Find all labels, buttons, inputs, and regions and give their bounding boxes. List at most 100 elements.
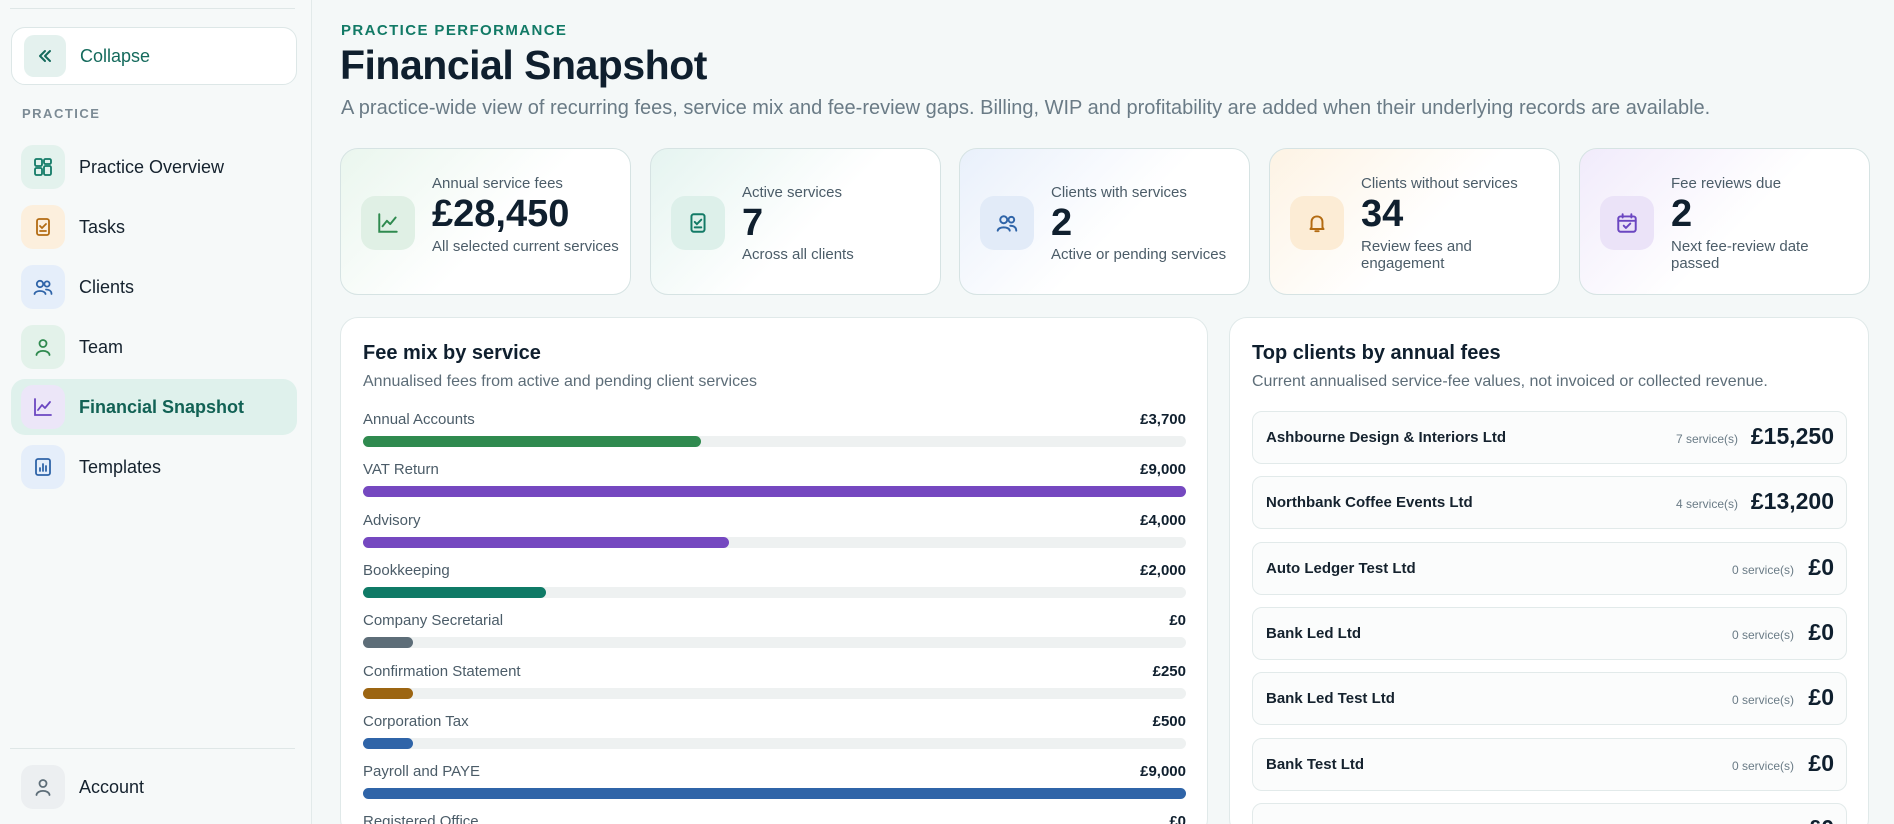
sidebar: Collapse PRACTICE Practice Overview Task… xyxy=(0,0,312,824)
fee-bar-track xyxy=(363,536,1186,548)
panel-title: Top clients by annual fees xyxy=(1252,342,1501,364)
stat-label: Fee reviews due xyxy=(1671,175,1782,192)
sidebar-item-team[interactable]: Team xyxy=(11,319,297,375)
fee-bar-track xyxy=(363,436,1186,447)
sidebar-item-account[interactable]: Account xyxy=(11,759,297,815)
stat-label: Clients without services xyxy=(1361,175,1518,192)
fee-service-name: Confirmation Statement xyxy=(363,662,521,680)
client-row[interactable]: £0 xyxy=(1252,802,1847,824)
report-icon xyxy=(21,445,65,489)
stat-label: Active services xyxy=(742,184,843,201)
stat-card-fee-reviews-due: Fee reviews due 2 Next fee-review date p… xyxy=(1579,148,1870,295)
stat-label: Clients with services xyxy=(1051,184,1187,201)
client-row[interactable]: Ashbourne Design & Interiors Ltd 7 servic… xyxy=(1252,411,1847,464)
fee-service-name: VAT Return xyxy=(363,461,439,479)
fee-bar xyxy=(363,737,413,749)
client-annual-fee: £15,250 xyxy=(1750,423,1834,449)
divider xyxy=(10,8,295,9)
stat-card-active-services: Active services 7 Across all clients xyxy=(650,148,941,295)
stat-card-clients-with-services: Clients with services 2 Active or pendin… xyxy=(959,148,1250,295)
fee-bar-track xyxy=(363,486,1186,498)
fee-row: Advisory £4,000 xyxy=(363,512,1186,562)
stat-card-clients-without-services: Clients without services 34 Review fees … xyxy=(1269,148,1560,295)
client-service-count: 4 service(s) xyxy=(1675,497,1738,512)
stat-value: 7 xyxy=(742,202,764,244)
client-service-count: 0 service(s) xyxy=(1731,562,1794,577)
panel-subtitle: Current annualised service-fee values, n… xyxy=(1252,373,1768,390)
sidebar-item-financial-snapshot[interactable]: Financial Snapshot xyxy=(11,379,297,435)
divider xyxy=(10,748,295,749)
fee-bar xyxy=(363,486,1186,498)
stat-note: All selected current services xyxy=(432,238,619,255)
bell-icon xyxy=(1290,196,1344,250)
client-annual-fee: £13,200 xyxy=(1750,488,1834,515)
fee-bar-track xyxy=(363,637,1186,649)
client-name: Bank Led Test Ltd xyxy=(1266,690,1395,708)
client-annual-fee: £0 xyxy=(1808,618,1834,645)
client-name: Bank Test Ltd xyxy=(1266,755,1365,773)
client-service-count: 0 service(s) xyxy=(1731,758,1794,773)
sidebar-item-templates[interactable]: Templates xyxy=(11,439,297,495)
top-clients-panel: Top clients by annual fees Current annua… xyxy=(1229,317,1869,824)
clipboard-check-icon xyxy=(671,196,725,250)
sidebar-item-clients[interactable]: Clients xyxy=(11,259,297,315)
client-name: Ashbourne Design & Interiors Ltd xyxy=(1266,429,1507,446)
fee-amount: £0 xyxy=(1169,612,1186,630)
sidebar-item-label: Financial Snapshot xyxy=(79,396,245,417)
fee-service-name: Bookkeeping xyxy=(363,561,450,579)
sidebar-item-label: Tasks xyxy=(79,216,126,237)
calendar-check-icon xyxy=(1600,196,1654,250)
client-row[interactable]: Northbank Coffee Events Ltd 4 service(s) £… xyxy=(1252,476,1847,530)
page-subtitle: A practice-wide view of recurring fees, … xyxy=(341,97,1711,119)
fee-row: VAT Return £9,000 xyxy=(363,461,1186,511)
fee-amount: £250 xyxy=(1152,662,1186,680)
client-annual-fee: £0 xyxy=(1808,749,1834,776)
client-service-count: 7 service(s) xyxy=(1675,432,1738,446)
fee-service-name: Annual Accounts xyxy=(363,411,475,428)
fee-row: Company Secretarial £0 xyxy=(363,612,1186,662)
client-row[interactable]: Bank Led Ltd 0 service(s) £0 xyxy=(1252,606,1847,660)
grid-icon xyxy=(21,145,65,189)
stat-note: Across all clients xyxy=(742,246,854,263)
client-annual-fee: £0 xyxy=(1808,553,1834,580)
client-service-count: 0 service(s) xyxy=(1731,693,1794,708)
section-label: PRACTICE xyxy=(22,106,101,121)
stat-label: Annual service fees xyxy=(432,175,563,192)
sidebar-item-practice-overview[interactable]: Practice Overview xyxy=(11,139,297,195)
fee-row: Payroll and PAYE £9,000 xyxy=(363,763,1186,813)
fee-bar-track xyxy=(363,586,1186,598)
fee-amount: £9,000 xyxy=(1140,461,1186,479)
fee-amount: £4,000 xyxy=(1140,511,1186,529)
fee-bar-track xyxy=(363,737,1186,749)
users-icon xyxy=(980,196,1034,250)
client-annual-fee: £0 xyxy=(1808,815,1834,824)
stat-note: Next fee-review date passed xyxy=(1671,238,1809,272)
fee-bar xyxy=(363,536,729,548)
chart-line-icon xyxy=(361,196,415,250)
stat-value: 2 xyxy=(1671,193,1693,235)
fee-service-name: Company Secretarial xyxy=(363,612,504,630)
fee-amount: £2,000 xyxy=(1140,561,1186,579)
sidebar-item-label: Team xyxy=(79,336,124,357)
client-row[interactable]: Bank Led Test Ltd 0 service(s) £0 xyxy=(1252,672,1847,726)
sidebar-item-tasks[interactable]: Tasks xyxy=(11,199,297,255)
fee-bar xyxy=(363,586,546,598)
fee-mix-panel: Fee mix by service Annualised fees from … xyxy=(340,317,1208,824)
clipboard-icon xyxy=(21,205,65,249)
stat-value: £28,450 xyxy=(432,193,570,235)
chevrons-left-icon xyxy=(24,35,66,77)
fee-bar xyxy=(363,687,413,699)
fee-row: Annual Accounts £3,700 xyxy=(363,411,1186,461)
panel-subtitle: Annualised fees from active and pending … xyxy=(363,373,757,390)
fee-row: Confirmation Statement £250 xyxy=(363,663,1186,713)
client-row[interactable]: Auto Ledger Test Ltd 0 service(s) £0 xyxy=(1252,541,1847,595)
collapse-button[interactable]: Collapse xyxy=(11,27,297,85)
fee-bar-track xyxy=(363,788,1186,800)
sidebar-item-label: Templates xyxy=(79,456,162,477)
client-row[interactable]: Bank Test Ltd 0 service(s) £0 xyxy=(1252,737,1847,791)
fee-bar xyxy=(363,788,1186,800)
client-name: Northbank Coffee Events Ltd xyxy=(1266,494,1473,512)
fee-bar-track xyxy=(363,687,1186,699)
fee-amount: £0 xyxy=(1169,813,1186,824)
stat-note: Review fees and engagement xyxy=(1361,238,1472,272)
